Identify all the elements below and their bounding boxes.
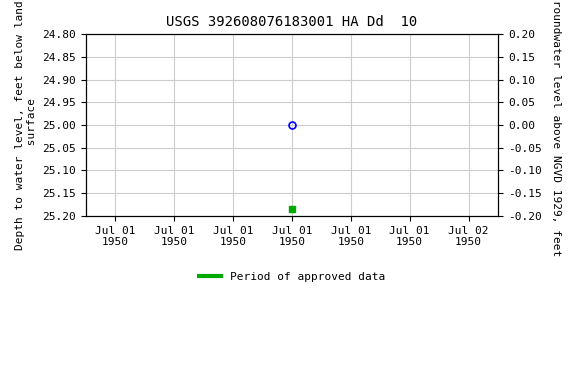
Title: USGS 392608076183001 HA Dd  10: USGS 392608076183001 HA Dd 10 [166, 15, 418, 29]
Y-axis label: Groundwater level above NGVD 1929, feet: Groundwater level above NGVD 1929, feet [551, 0, 561, 257]
Legend: Period of approved data: Period of approved data [194, 268, 389, 286]
Y-axis label: Depth to water level, feet below land
 surface: Depth to water level, feet below land su… [15, 0, 37, 250]
